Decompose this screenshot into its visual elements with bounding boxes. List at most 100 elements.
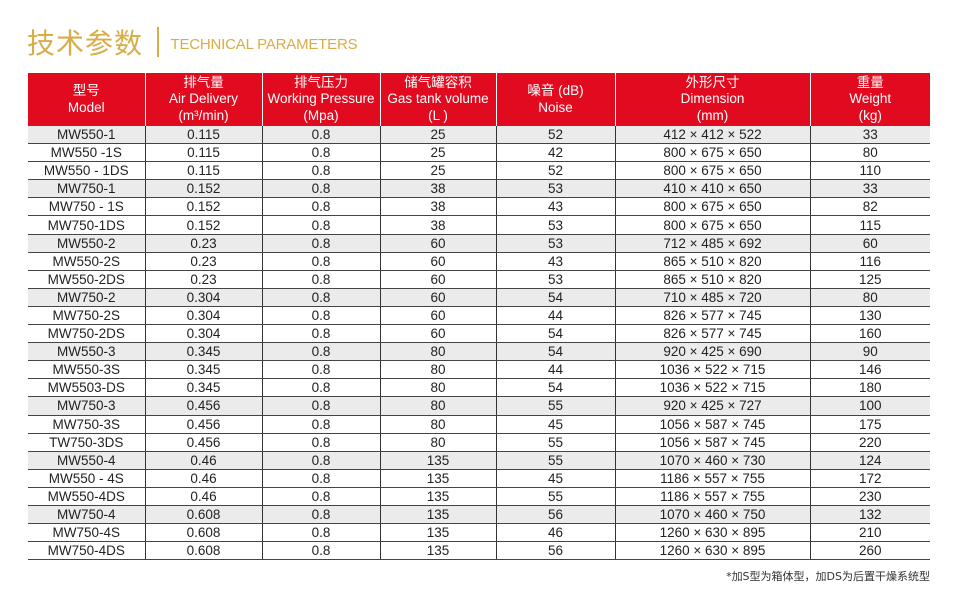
cell-dimension: 1260 × 630 × 895	[614, 523, 810, 543]
cell-model: MW750-3S	[28, 415, 145, 434]
cell-dimension: 800 × 675 × 650	[614, 197, 810, 217]
cell-noise: 56	[495, 541, 615, 561]
cell-tank-volume: 60	[379, 306, 496, 326]
cell-air-delivery: 0.304	[144, 288, 262, 307]
header-working-pressure: 排气压力 Working Pressure (Mpa)	[261, 73, 380, 126]
cell-dimension: 826 × 577 × 745	[614, 324, 810, 344]
cell-working-pressure: 0.8	[261, 396, 380, 416]
header-dimension-cn: 外形尺寸	[685, 74, 740, 90]
table-row: MW750-2S 0.304 0.8 60 44 826 × 577 × 745 130	[28, 306, 930, 326]
cell-weight: 124	[809, 451, 930, 470]
cell-air-delivery: 0.456	[144, 415, 262, 434]
cell-tank-volume: 80	[379, 360, 496, 380]
cell-tank-volume: 25	[379, 143, 496, 163]
cell-dimension: 1036 × 522 × 715	[614, 360, 810, 380]
header-tank-volume-unit: (L )	[428, 107, 448, 123]
cell-noise: 52	[495, 161, 615, 181]
table-row: MW550-2DS 0.23 0.8 60 53 865 × 510 × 820 125	[28, 270, 930, 289]
header-noise-en: Noise	[538, 99, 573, 115]
cell-air-delivery: 0.304	[144, 324, 262, 344]
cell-noise: 44	[495, 306, 615, 326]
header-noise-cn: 噪音 (dB)	[527, 83, 584, 98]
cell-working-pressure: 0.8	[261, 469, 380, 488]
cell-air-delivery: 0.46	[144, 487, 262, 506]
cell-working-pressure: 0.8	[261, 126, 380, 145]
cell-tank-volume: 25	[379, 126, 496, 145]
table-row: TW750-3DS 0.456 0.8 80 55 1056 × 587 × 745 220	[28, 433, 930, 452]
title-chinese: 技术参数	[27, 27, 144, 60]
cell-noise: 54	[495, 378, 615, 398]
cell-working-pressure: 0.8	[261, 487, 380, 506]
header-working-pressure-cn: 排气压力	[294, 74, 348, 90]
cell-tank-volume: 135	[379, 505, 496, 525]
header-dimension-en: Dimension	[680, 91, 745, 107]
cell-tank-volume: 60	[379, 270, 496, 289]
cell-tank-volume: 135	[379, 451, 496, 470]
cell-dimension: 920 × 425 × 727	[614, 396, 810, 416]
header-weight-en: Weight	[849, 91, 892, 107]
header-tank-volume: 储气罐容积 Gas tank volume (L )	[379, 73, 496, 126]
cell-tank-volume: 25	[379, 161, 496, 181]
cell-working-pressure: 0.8	[261, 523, 380, 543]
cell-model: MW550-3	[28, 342, 145, 362]
cell-noise: 55	[495, 487, 615, 506]
table-body: MW550-1 0.115 0.8 25 52 412 × 412 × 522 33 MW55…	[28, 126, 930, 561]
cell-working-pressure: 0.8	[261, 161, 380, 181]
cell-model: MW550-4DS	[28, 487, 145, 506]
cell-weight: 175	[809, 415, 930, 434]
cell-weight: 146	[809, 360, 930, 380]
cell-air-delivery: 0.23	[144, 270, 262, 289]
table-row: MW550-3S 0.345 0.8 80 44 1036 × 522 × 715 146	[28, 360, 930, 380]
cell-weight: 60	[809, 234, 930, 253]
table-row: MW550 - 4S 0.46 0.8 135 45 1186 × 557 × 755 17…	[28, 469, 930, 488]
cell-air-delivery: 0.345	[144, 378, 262, 398]
cell-dimension: 710 × 485 × 720	[614, 288, 810, 307]
header-tank-volume-en: Gas tank volume	[387, 91, 489, 107]
cell-weight: 110	[809, 161, 930, 181]
cell-model: MW750-1	[28, 179, 145, 199]
cell-working-pressure: 0.8	[261, 505, 380, 525]
cell-tank-volume: 38	[379, 197, 496, 217]
table-row: MW750-3S 0.456 0.8 80 45 1056 × 587 × 745 175	[28, 415, 930, 434]
cell-weight: 230	[809, 487, 930, 506]
cell-noise: 43	[495, 197, 615, 217]
cell-model: MW550 - 1DS	[28, 161, 145, 181]
cell-dimension: 1260 × 630 × 895	[614, 541, 810, 561]
cell-tank-volume: 80	[379, 433, 496, 452]
cell-noise: 45	[495, 469, 615, 488]
header-model-en: Model	[67, 99, 105, 115]
cell-working-pressure: 0.8	[261, 451, 380, 470]
cell-tank-volume: 80	[379, 396, 496, 416]
table-row: MW550-1 0.115 0.8 25 52 412 × 412 × 522 33	[28, 126, 930, 145]
cell-working-pressure: 0.8	[261, 270, 380, 289]
cell-working-pressure: 0.8	[261, 234, 380, 253]
cell-dimension: 412 × 412 × 522	[614, 126, 810, 145]
cell-model: MW750-1DS	[28, 215, 145, 235]
cell-air-delivery: 0.46	[144, 451, 262, 470]
cell-tank-volume: 135	[379, 541, 496, 561]
cell-model: MW550-3S	[28, 360, 145, 380]
title-english: TECHNICAL PARAMETERS	[170, 35, 358, 53]
cell-working-pressure: 0.8	[261, 415, 380, 434]
cell-tank-volume: 60	[379, 288, 496, 307]
cell-model: MW750-2DS	[28, 324, 145, 344]
cell-noise: 45	[495, 415, 615, 434]
cell-working-pressure: 0.8	[261, 179, 380, 199]
cell-air-delivery: 0.608	[144, 523, 262, 543]
cell-working-pressure: 0.8	[261, 324, 380, 344]
cell-dimension: 410 × 410 × 650	[614, 179, 810, 199]
header-air-delivery-cn: 排气量	[183, 74, 224, 90]
cell-model: MW550-1	[28, 126, 145, 145]
cell-noise: 52	[495, 126, 615, 145]
table-row: MW550 -1S 0.115 0.8 25 42 800 × 675 × 650 80	[28, 143, 930, 163]
header-dimension-unit: (mm)	[696, 107, 729, 123]
cell-noise: 53	[495, 215, 615, 235]
cell-working-pressure: 0.8	[261, 306, 380, 326]
cell-working-pressure: 0.8	[261, 143, 380, 163]
cell-air-delivery: 0.115	[144, 161, 262, 181]
table-row: MW5503-DS 0.345 0.8 80 54 1036 × 522 × 715 180	[28, 378, 930, 398]
header-noise: 噪音 (dB) Noise	[495, 73, 615, 126]
cell-noise: 54	[495, 324, 615, 344]
cell-model: MW550 - 4S	[28, 469, 145, 488]
cell-tank-volume: 38	[379, 179, 496, 199]
